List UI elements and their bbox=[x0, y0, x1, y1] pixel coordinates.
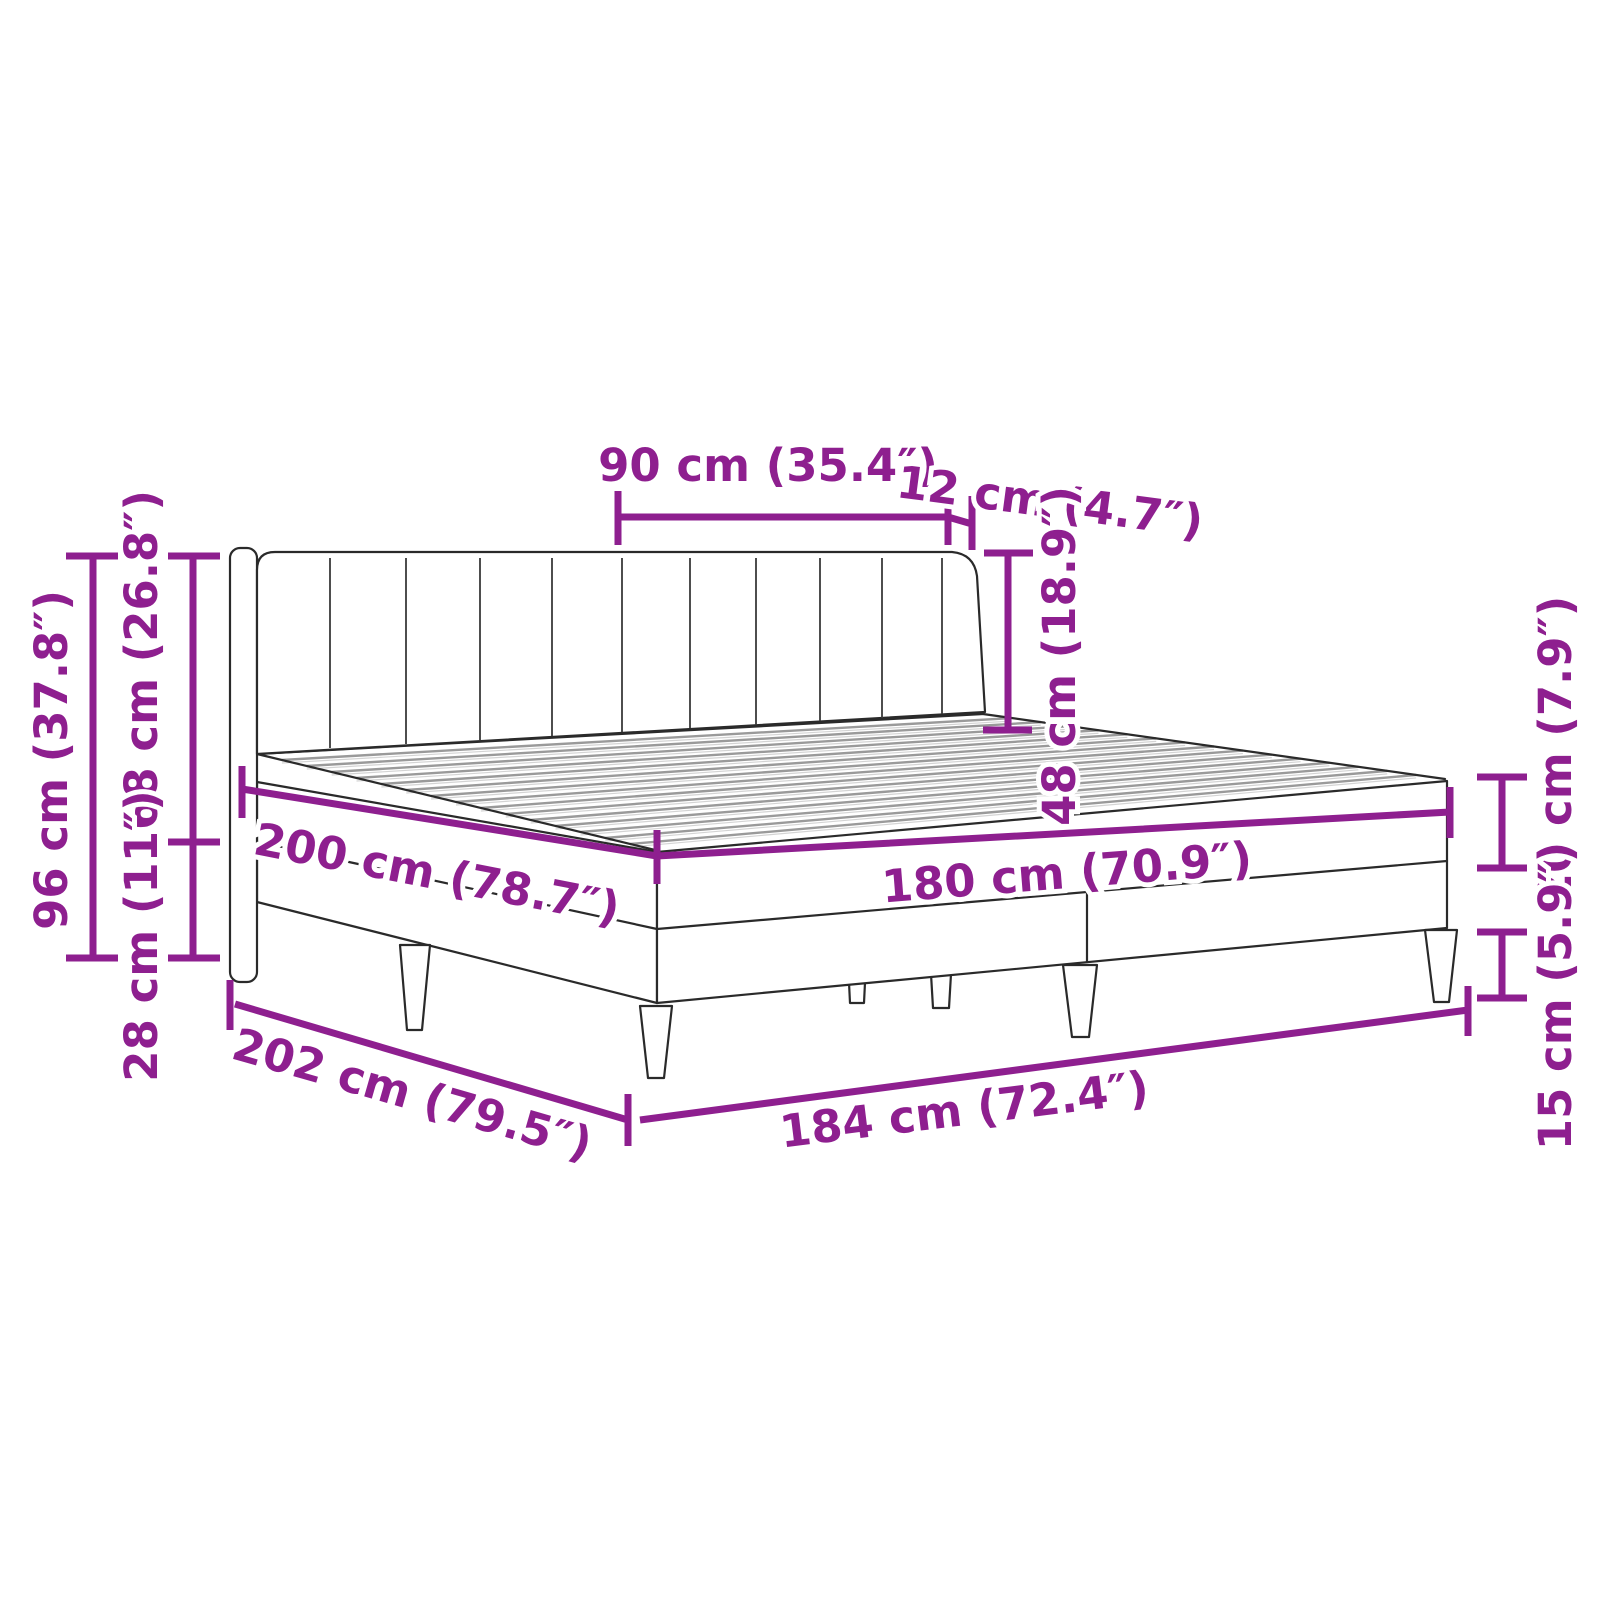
leg bbox=[398, 943, 432, 1032]
slat-line bbox=[455, 745, 1215, 804]
dim-label-20cm: 20 cm (7.9″) bbox=[1529, 596, 1582, 904]
slat-line bbox=[480, 749, 1243, 810]
headboard-side-wing bbox=[228, 546, 259, 984]
dim-line-200cm bbox=[238, 766, 661, 884]
dim-line-68cm-28cm bbox=[168, 552, 220, 962]
slat-highlight-line bbox=[630, 777, 1417, 848]
far-side-rail-edge bbox=[981, 712, 1447, 781]
dimension-lines bbox=[66, 491, 1527, 1146]
slat-line bbox=[406, 737, 1157, 792]
slat-line bbox=[356, 729, 1099, 780]
front-rail-face bbox=[655, 779, 1449, 1005]
slat-line bbox=[431, 741, 1186, 798]
dim-line-180cm bbox=[656, 787, 1454, 860]
slat-highlight-line bbox=[281, 720, 1012, 764]
slat-highlight-line bbox=[605, 773, 1388, 842]
slat-line bbox=[530, 757, 1301, 822]
slat-line bbox=[281, 716, 1012, 762]
slat-highlight-line bbox=[406, 740, 1157, 794]
slat-line bbox=[605, 769, 1388, 840]
dim-label-90cm: 90 cm (35.4″) bbox=[598, 439, 938, 492]
leg bbox=[1423, 928, 1459, 1004]
leg bbox=[1061, 963, 1099, 1039]
slat-line bbox=[306, 720, 1041, 768]
slat-line bbox=[381, 733, 1128, 786]
slat-highlight-line bbox=[580, 769, 1359, 836]
dim-label-15cm: 15 cm (5.9″) bbox=[1529, 842, 1582, 1150]
leg bbox=[638, 1004, 674, 1080]
bed-frame-illustration bbox=[228, 546, 1459, 1080]
slat-line bbox=[505, 753, 1272, 816]
dim-label-48cm: 48 cm (18.9″) bbox=[1033, 486, 1086, 826]
slat-highlight-line bbox=[431, 744, 1186, 800]
dim-line-96cm bbox=[66, 552, 118, 962]
headboard-channel-lines bbox=[329, 558, 943, 748]
dim-line-48cm bbox=[983, 549, 1033, 734]
dim-line-12cm bbox=[947, 496, 976, 550]
slat-line bbox=[555, 761, 1330, 828]
dim-line-184cm bbox=[639, 986, 1472, 1124]
back-leg bbox=[929, 972, 953, 1010]
slat-highlight-line bbox=[555, 765, 1330, 830]
slat-highlight-line bbox=[381, 736, 1128, 788]
slat-highlight-line bbox=[530, 761, 1301, 824]
dim-label-28cm: 28 cm (11″) bbox=[115, 790, 168, 1081]
dim-line-20cm bbox=[1477, 773, 1527, 872]
side-rail-seam bbox=[255, 840, 659, 931]
slat-highlight-line bbox=[306, 724, 1041, 770]
slat-line bbox=[331, 724, 1070, 774]
slat-highlight-line bbox=[505, 757, 1272, 818]
slat-highlight-line bbox=[331, 728, 1070, 776]
dim-label-96cm: 96 cm (37.8″) bbox=[25, 590, 78, 930]
dim-line-202cm bbox=[226, 980, 632, 1146]
dim-line-15cm bbox=[1477, 928, 1527, 1002]
slatted-base bbox=[281, 716, 1417, 848]
slat-highlight-line bbox=[480, 752, 1243, 812]
slat-highlight-line bbox=[356, 732, 1099, 782]
headboard-face bbox=[255, 550, 987, 756]
slat-highlight-line bbox=[455, 748, 1215, 806]
slat-line bbox=[580, 765, 1359, 834]
platform-left-edge bbox=[255, 752, 657, 852]
dim-label-68cm: 68 cm (26.8″) bbox=[115, 490, 168, 830]
front-rail-seam bbox=[655, 859, 1449, 931]
slat-line bbox=[630, 773, 1417, 846]
